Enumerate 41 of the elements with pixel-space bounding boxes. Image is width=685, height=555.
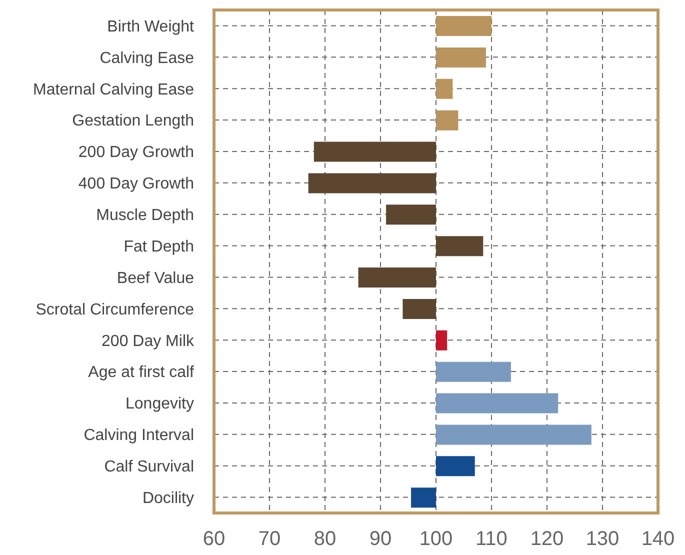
bar [308,173,436,194]
x-tick-label: 60 [202,528,226,550]
x-tick-label: 80 [314,528,336,550]
bar [436,236,484,256]
x-tick-label: 140 [641,528,675,550]
bar [436,16,492,36]
y-tick-label: Calving Ease [100,50,194,67]
y-tick-label: Age at first calf [88,364,195,382]
bar [436,47,486,68]
y-tick-label: 400 Day Growth [78,176,194,193]
y-tick-label: Gestation Length [72,112,194,130]
bar [436,110,458,130]
x-tick-label: 120 [530,528,564,550]
y-tick-label: Calf Survival [104,458,194,476]
y-tick-label: Longevity [126,396,194,413]
bar [314,142,436,162]
y-tick-label: 200 Day Growth [78,144,194,162]
y-tick-label: Birth Weight [107,18,195,36]
y-tick-label: Maternal Calving Ease [33,81,194,98]
y-tick-label: Calving Interval [84,427,194,444]
y-tick-label: 200 Day Milk [102,332,195,350]
x-tick-label: 110 [476,528,508,550]
bar [386,204,436,225]
x-tick-label: 90 [369,528,392,550]
x-tick-label: 130 [586,528,620,550]
bar [436,424,592,445]
y-tick-label: Beef Value [116,270,194,287]
bar [411,488,436,508]
bar [436,456,475,476]
y-tick-label: Fat Depth [124,238,194,256]
x-tick-label: 70 [258,528,281,550]
y-tick-label: Scrotal Circumference [36,301,194,318]
bar [358,268,436,288]
y-tick-label: Docility [142,490,194,507]
x-tick-label: 100 [419,528,453,550]
bar [436,330,448,350]
y-tick-label: Muscle Depth [96,207,194,224]
bar [436,393,558,414]
bar [436,362,511,382]
bar [402,298,436,319]
bar [436,78,453,99]
